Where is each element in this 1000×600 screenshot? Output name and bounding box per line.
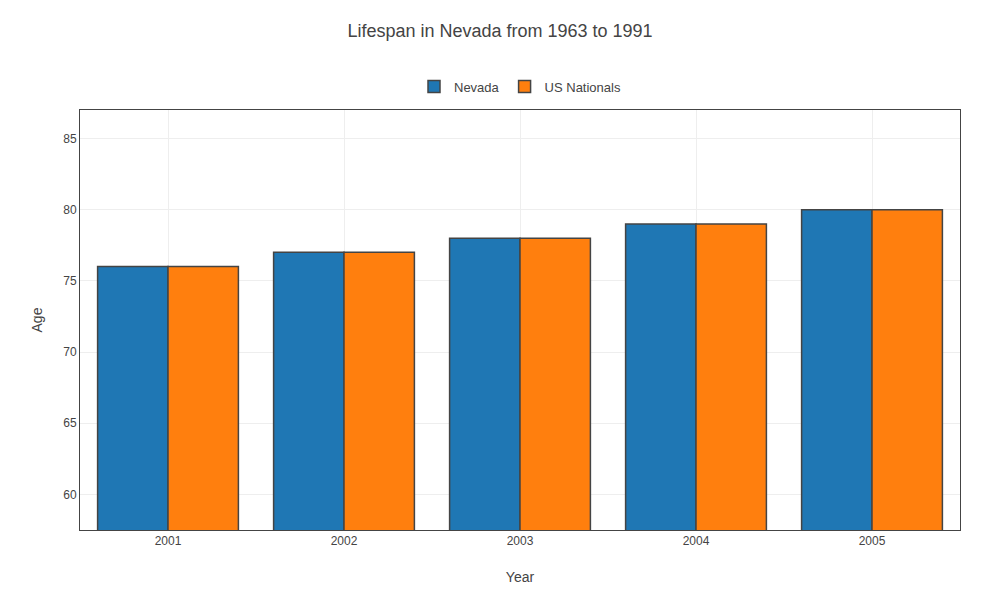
svg-text:60: 60 <box>63 488 77 502</box>
svg-text:2005: 2005 <box>859 534 886 548</box>
svg-text:Nevada: Nevada <box>454 80 500 95</box>
svg-text:2003: 2003 <box>507 534 534 548</box>
svg-text:70: 70 <box>63 345 77 359</box>
svg-text:2002: 2002 <box>331 534 358 548</box>
svg-text:US Nationals: US Nationals <box>545 80 621 95</box>
svg-text:80: 80 <box>63 203 77 217</box>
svg-text:Age: Age <box>29 307 45 332</box>
svg-text:65: 65 <box>63 416 77 430</box>
svg-text:85: 85 <box>63 132 77 146</box>
svg-text:2001: 2001 <box>155 534 182 548</box>
svg-text:75: 75 <box>63 274 77 288</box>
svg-text:2004: 2004 <box>683 534 710 548</box>
svg-text:Year: Year <box>506 569 535 585</box>
svg-text:Lifespan in Nevada from 1963 t: Lifespan in Nevada from 1963 to 1991 <box>347 21 652 41</box>
